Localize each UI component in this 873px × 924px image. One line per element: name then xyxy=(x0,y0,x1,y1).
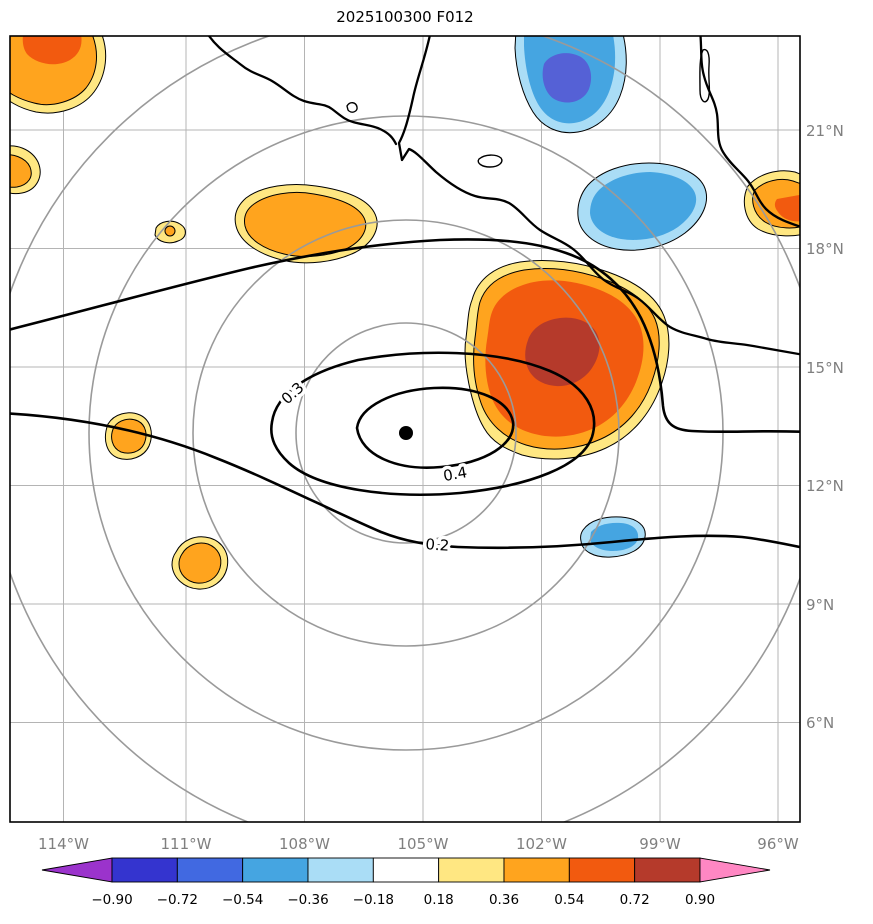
x-tick-label: 105°W xyxy=(398,835,449,853)
contour-label-0-2: 0.2 xyxy=(425,535,450,555)
contour-0-4 xyxy=(355,386,515,469)
colorbar-tick: −0.54 xyxy=(222,892,263,908)
positive-anomaly-west xyxy=(104,412,152,460)
positive-anomaly-southwest xyxy=(171,536,229,590)
colorbar-segment xyxy=(372,857,440,883)
colorbar-tick: 0.36 xyxy=(489,892,519,908)
colorbar-tick-labels: −0.90 −0.72 −0.54 −0.36 −0.18 0.18 0.36 … xyxy=(91,892,715,908)
coastlines xyxy=(207,36,800,356)
colorbar-segment xyxy=(242,857,309,883)
colorbar-tick: −0.72 xyxy=(157,892,198,908)
x-tick-label: 114°W xyxy=(38,835,89,853)
storm-center-marker xyxy=(399,426,413,440)
colorbar-segment xyxy=(307,857,374,883)
x-tick-label: 111°W xyxy=(161,835,212,853)
x-axis-labels: 114°W 111°W 108°W 105°W 102°W 99°W 96°W xyxy=(38,835,799,853)
colorbar: −0.90 −0.72 −0.54 −0.36 −0.18 0.18 0.36 … xyxy=(41,857,771,908)
colorbar-segment xyxy=(634,857,701,883)
positive-anomaly-left-edge xyxy=(10,145,41,195)
positive-anomaly-upper-middle xyxy=(234,184,378,264)
contour-0-2-south xyxy=(10,412,800,550)
positive-anomaly-tiny-spot xyxy=(154,220,186,244)
coastline-northwest xyxy=(207,36,398,146)
range-rings xyxy=(10,36,800,822)
map-content: 0.3 0.4 0.2 xyxy=(10,36,800,822)
colorbar-tick: −0.18 xyxy=(353,892,394,908)
colorbar-under-arrow xyxy=(41,857,113,883)
colorbar-segment xyxy=(176,857,244,883)
positive-anomaly-nw-corner xyxy=(10,36,107,114)
colorbar-tick: 0.72 xyxy=(620,892,650,908)
plot-title: 2025100300 F012 xyxy=(336,8,473,26)
negative-anomaly-top xyxy=(514,36,627,134)
colorbar-segment xyxy=(438,857,505,883)
positive-anomaly-right-edge xyxy=(743,170,800,237)
lake-chapala-outline xyxy=(477,154,503,168)
contour-0-2-north xyxy=(10,238,800,434)
colorbar-tick: 0.18 xyxy=(424,892,454,908)
colorbar-tick: −0.90 xyxy=(91,892,132,908)
x-tick-label: 96°W xyxy=(757,835,799,853)
y-tick-label: 12°N xyxy=(806,477,844,495)
coastline-mainland-pacific xyxy=(397,36,800,356)
plot-border xyxy=(9,35,801,823)
x-tick-label: 108°W xyxy=(279,835,330,853)
y-tick-label: 6°N xyxy=(806,714,834,732)
grid-lines xyxy=(10,36,800,822)
y-tick-label: 9°N xyxy=(806,596,834,614)
x-tick-label: 99°W xyxy=(639,835,681,853)
colorbar-tick: 0.90 xyxy=(685,892,715,908)
colorbar-tick: 0.54 xyxy=(554,892,584,908)
colorbar-segment xyxy=(568,857,636,883)
y-tick-label: 18°N xyxy=(806,240,844,258)
colorbar-segment xyxy=(503,857,570,883)
colorbar-over-arrow xyxy=(699,857,771,883)
islas-marias-outline xyxy=(346,102,358,113)
contour-0-3 xyxy=(270,351,596,496)
x-tick-label: 102°W xyxy=(516,835,567,853)
colorbar-segment xyxy=(111,857,178,883)
y-tick-label: 21°N xyxy=(806,122,844,140)
negative-anomaly-right-upper xyxy=(577,162,708,251)
coastline-gulf xyxy=(699,36,800,228)
colorbar-tick: −0.36 xyxy=(287,892,328,908)
y-tick-label: 15°N xyxy=(806,359,844,377)
lagoon-outline xyxy=(699,48,711,103)
y-axis-labels: 21°N 18°N 15°N 12°N 9°N 6°N xyxy=(806,122,844,732)
